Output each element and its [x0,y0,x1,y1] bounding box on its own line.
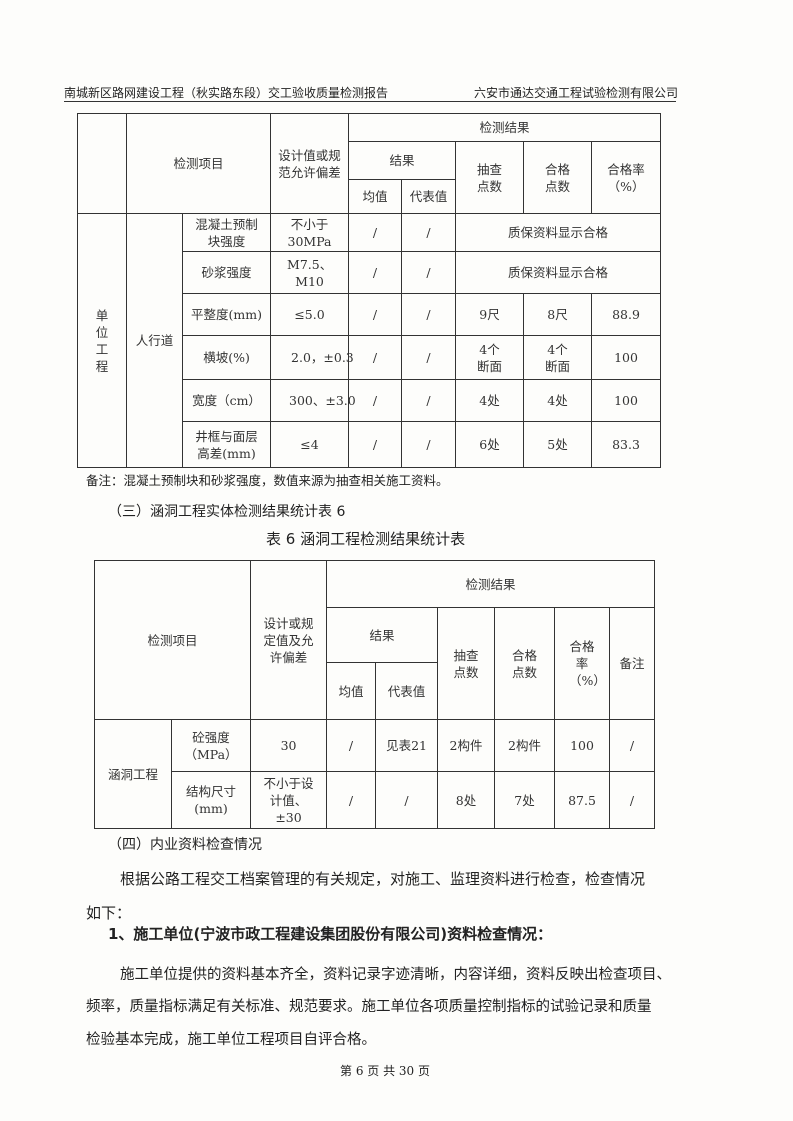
mean: / [348,421,403,468]
design: 30 [250,719,328,772]
rate: 100 [591,379,662,422]
note: / [609,719,656,772]
mean: / [326,719,377,772]
paragraph-2-line-1: 施工单位提供的资料基本齐全，资料记录字迹清晰，内容详细，资料反映出检查项目、 [120,967,671,983]
sample: 2构件 [437,719,496,772]
sample: 9尺 [455,293,525,336]
item: 混凝土预制块强度 [181,213,272,252]
h-design: 设计或规定值及允许偏差 [250,560,328,720]
mean: / [348,379,403,422]
table-note: 备注：混凝土预制块和砂浆强度，数值来源为抽查相关施工资料。 [86,473,449,488]
rep: 见表21 [375,719,439,772]
h-rep: 代表值 [401,179,457,214]
sample: 4个断面 [455,335,525,380]
h-sample: 抽查点数 [455,141,525,214]
page-footer: 第 6 页 共 30 页 [340,1064,430,1078]
item: 砼强度（MPa） [170,719,252,772]
h-pass: 合格点数 [523,141,593,214]
sample: 6处 [455,421,525,468]
h-result: 结果 [348,141,457,180]
h-rate: 合格率（%） [554,607,611,720]
h-mean: 均值 [348,179,403,214]
h-mean: 均值 [326,662,377,720]
pass: 2构件 [494,719,556,772]
h-sample: 抽查点数 [437,607,496,720]
mean: / [348,251,403,294]
merged-result: 质保资料显示合格 [455,251,662,294]
rep: / [375,771,439,829]
design: 2.0，±0.3 [270,335,354,380]
design: M7.5、M10 [270,251,350,294]
paragraph-1-line-1: 根据公路工程交工档案管理的有关规定，对施工、监理资料进行检查，检查情况 [120,870,646,888]
h-design: 设计值或规范允许偏差 [270,113,350,214]
header-left: 南城新区路网建设工程（秋实路东段）交工验收质量检测报告 [64,86,389,100]
item: 井框与面层高差(mm) [181,421,272,468]
rep: / [401,335,457,380]
section-3-heading: （三）涵洞工程实体检测结果统计表 6 [108,504,346,520]
pass: 7处 [494,771,556,829]
sample: 8处 [437,771,496,829]
rep: / [401,213,457,252]
rep: / [401,293,457,336]
rep: / [401,379,457,422]
sample: 4处 [455,379,525,422]
rate: 83.3 [591,421,662,468]
subheading-1: 1、施工单位(宁波市政工程建设集团股份有限公司)资料检查情况： [108,925,553,943]
h-result: 结果 [326,607,439,663]
item: 平整度(mm) [181,293,272,336]
item: 砂浆强度 [181,251,272,294]
mean: / [326,771,377,829]
mean: / [348,213,403,252]
group-cell: 涵洞工程 [94,719,172,829]
rate: 100 [591,335,662,380]
h-results: 检测结果 [348,113,662,142]
merged-result: 质保资料显示合格 [455,213,662,252]
unit-cell: 单位工程 [77,213,127,468]
paragraph-1-line-2: 如下： [86,904,132,922]
design: 不小于30MPa [270,213,350,252]
h-rep: 代表值 [375,662,439,720]
pass: 4个断面 [523,335,593,380]
corner-cell [77,113,127,214]
table-6-culvert: 检测项目 设计或规定值及允许偏差 检测结果 结果 抽查点数 合格点数 合格率（%… [93,560,656,829]
paragraph-2-line-3: 检验基本完成，施工单位工程项目自评合格。 [86,1032,376,1048]
note: / [609,771,656,829]
paragraph-2-line-2: 频率，质量指标满足有关标准、规范要求。施工单位各项质量控制指标的试验记录和质量 [86,999,652,1015]
rate: 88.9 [591,293,662,336]
item: 宽度（cm） [181,379,272,422]
table-5-sidewalk: 检测项目 设计值或规范允许偏差 检测结果 结果 抽查点数 合格点数 合格率（%）… [77,113,662,468]
h-rate: 合格率（%） [591,141,662,214]
section-4-heading: （四）内业资料检查情况 [108,837,262,853]
header-right: 六安市通达交通工程试验检测有限公司 [474,86,679,100]
h-results: 检测结果 [326,560,656,608]
item: 横坡(%) [181,335,272,380]
design: ≤5.0 [270,293,350,336]
table-6-caption: 表 6 涵洞工程检测结果统计表 [266,530,466,548]
rep: / [401,251,457,294]
rate: 87.5 [554,771,611,829]
mean: / [348,293,403,336]
design: 300、±3.0 [270,379,356,422]
h-pass: 合格点数 [494,607,556,720]
group-cell: 人行道 [126,213,183,468]
design: 不小于设计值、±30 [250,771,328,829]
h-item: 检测项目 [125,113,272,214]
design: ≤4 [270,421,350,468]
pass: 5处 [523,421,593,468]
item: 结构尺寸(mm) [170,771,252,829]
h-item: 检测项目 [93,560,252,720]
pass: 8尺 [523,293,593,336]
mean: / [348,335,403,380]
header-rule [64,101,676,102]
h-note: 备注 [609,607,656,720]
rate: 100 [554,719,611,772]
pass: 4处 [523,379,593,422]
rep: / [401,421,457,468]
